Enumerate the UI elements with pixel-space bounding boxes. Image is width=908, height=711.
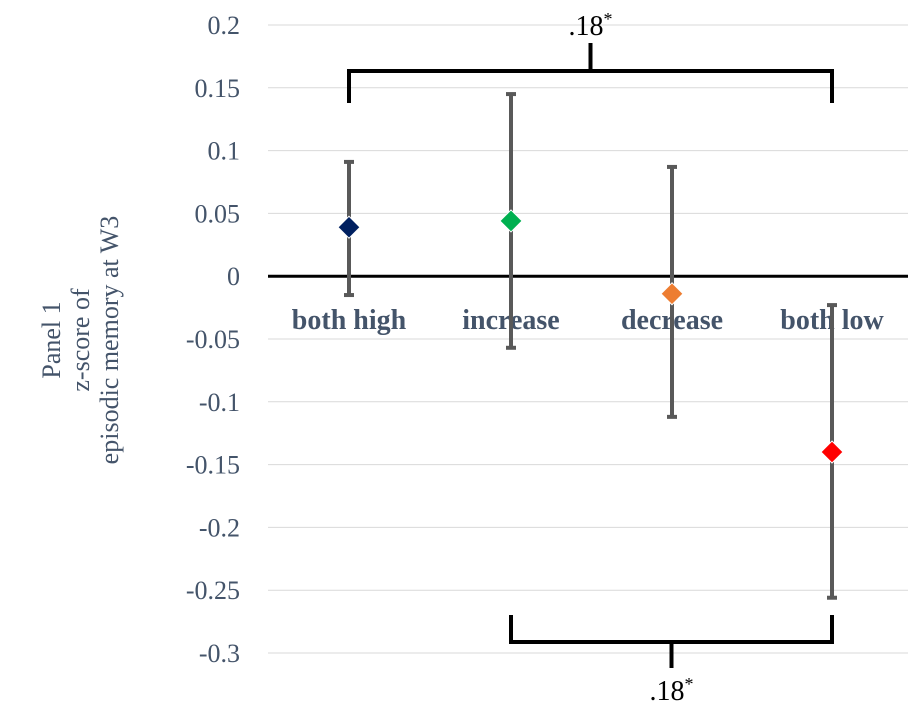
y-tick-label: 0: [227, 262, 240, 291]
y-axis-label-line: episodic memory at W3: [95, 216, 124, 465]
y-axis-label-line: Panel 1: [37, 301, 66, 378]
significance-label: .18*: [650, 674, 694, 707]
significance-label: .18*: [569, 9, 613, 42]
y-axis-label-line: z-score of: [66, 288, 95, 392]
y-tick-label: 0.2: [208, 11, 241, 40]
error-bars: [344, 92, 837, 600]
data-point-diamond: [337, 215, 361, 239]
y-tick-label: 0.15: [195, 74, 241, 103]
significance-brackets: .18* .18*: [347, 9, 834, 707]
y-axis-label: Panel 1z-score ofepisodic memory at W3: [37, 216, 124, 465]
y-tick-label: -0.1: [199, 388, 240, 417]
y-tick-label: 0.05: [195, 199, 241, 228]
data-point-diamond: [820, 440, 844, 464]
data-point-diamond: [499, 209, 523, 233]
gridlines: [268, 24, 908, 654]
significance-bracket: [347, 43, 834, 103]
y-tick-label: -0.2: [199, 513, 240, 542]
y-tick-label: -0.15: [186, 451, 240, 480]
significance-bracket: [509, 615, 834, 668]
y-tick-label: -0.05: [186, 325, 240, 354]
y-axis-ticks: 0.2 0.15 0.1 0.05 0 -0.05 -0.1 -0.15 -0.2 -0.25 -0…: [186, 11, 240, 668]
category-labels: both highincreasedecreaseboth low: [292, 305, 885, 336]
data-point-diamond: [660, 282, 684, 306]
data-points: [337, 209, 844, 464]
y-tick-label: 0.1: [208, 137, 241, 166]
y-tick-label: -0.3: [199, 639, 240, 668]
category-label: both high: [292, 305, 407, 336]
y-tick-label: -0.25: [186, 576, 240, 605]
